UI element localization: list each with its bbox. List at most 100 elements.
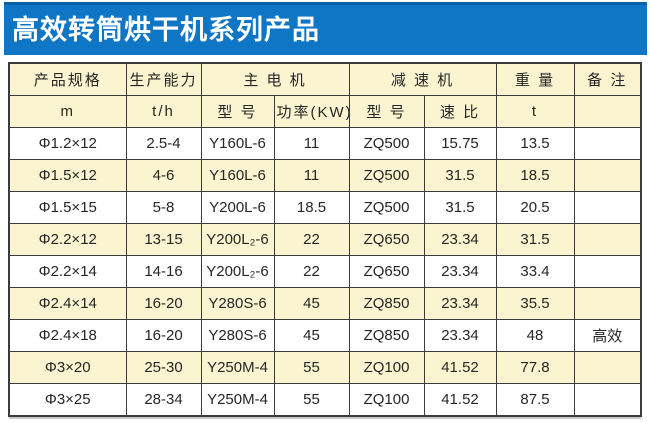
motor-model-cell: Y160L-6 [200,159,275,192]
header-cell: 型 号 [348,95,425,128]
capacity-cell: 25-30 [125,351,202,384]
speed-ratio-cell: 23.34 [423,287,497,320]
spec-cell: Φ2.2×12 [8,223,127,256]
table-row: Φ2.4×14 16-20 Y280S-6 45 ZQ850 23.34 35.5 [8,287,642,320]
motor-model-cell: Y280S-6 [200,319,275,352]
header-cell: 减 速 机 [348,62,497,96]
motor-model-cell: Y200L₂-6 [200,223,275,256]
motor-model-cell: Y200L-6 [200,191,275,224]
weight-cell: 20.5 [495,191,575,224]
reducer-model-cell: ZQ500 [348,127,425,160]
header-row-groups: 产品规格 生产能力主 电 机减 速 机重 量备 注 [8,62,642,96]
weight-cell: 77.8 [495,351,575,384]
header-cell: 重 量 [495,62,575,96]
motor-power-cell: 18.5 [273,191,350,224]
spec-cell: Φ1.5×12 [8,159,127,192]
note-cell [573,287,642,320]
speed-ratio-cell: 31.5 [423,159,497,192]
header-cell: 产品规格 [8,62,127,96]
motor-model-cell: Y280S-6 [200,287,275,320]
table-row: Φ3×20 25-30 Y250M-4 55 ZQ100 41.52 77.8 [8,351,642,384]
spec-cell: Φ1.2×12 [8,127,127,160]
header-cell: m [8,95,127,128]
header-cell: t/h [125,95,202,128]
speed-ratio-cell: 41.52 [423,383,497,417]
header-cell: 备 注 [573,62,642,96]
table-row: Φ2.4×18 16-20 Y280S-6 45 ZQ850 23.34 48 高效 [8,319,642,352]
motor-power-cell: 11 [273,127,350,160]
product-spec-table: 产品规格 生产能力主 电 机减 速 机重 量备 注 m t/h 型 号功率(KW) 型 号… [8,62,642,417]
speed-ratio-cell: 23.34 [423,223,497,256]
table-row: Φ1.5×12 4-6 Y160L-6 11 ZQ500 31.5 18.5 [8,159,642,192]
weight-cell: 31.5 [495,223,575,256]
header-cell: 速 比 [423,95,497,128]
speed-ratio-cell: 31.5 [423,191,497,224]
note-cell [573,127,642,160]
speed-ratio-cell: 23.34 [423,319,497,352]
page-title: 高效转筒烘干机系列产品 [12,14,320,46]
table-body: Φ1.2×12 2.5-4 Y160L-6 11 ZQ500 15.75 13.5 Φ1.5×… [8,127,642,417]
weight-cell: 18.5 [495,159,575,192]
motor-model-cell: Y200L₂-6 [200,255,275,288]
note-cell [573,383,642,417]
reducer-model-cell: ZQ500 [348,159,425,192]
capacity-cell: 13-15 [125,223,202,256]
motor-model-cell: Y250M-4 [200,351,275,384]
motor-power-cell: 55 [273,383,350,417]
capacity-cell: 2.5-4 [125,127,202,160]
reducer-model-cell: ZQ650 [348,255,425,288]
motor-model-cell: Y250M-4 [200,383,275,417]
reducer-model-cell: ZQ650 [348,223,425,256]
motor-power-cell: 45 [273,319,350,352]
spec-cell: Φ2.4×14 [8,287,127,320]
note-cell: 高效 [573,319,642,352]
reducer-model-cell: ZQ100 [348,383,425,417]
weight-cell: 33.4 [495,255,575,288]
motor-power-cell: 22 [273,223,350,256]
header-cell: 功率(KW) [273,95,350,128]
capacity-cell: 16-20 [125,319,202,352]
motor-power-cell: 55 [273,351,350,384]
motor-model-cell: Y160L-6 [200,127,275,160]
note-cell [573,255,642,288]
spec-cell: Φ2.4×18 [8,319,127,352]
speed-ratio-cell: 23.34 [423,255,497,288]
title-banner: 高效转筒烘干机系列产品 [4,2,647,55]
motor-power-cell: 22 [273,255,350,288]
note-cell [573,351,642,384]
reducer-model-cell: ZQ850 [348,287,425,320]
motor-power-cell: 11 [273,159,350,192]
speed-ratio-cell: 41.52 [423,351,497,384]
motor-power-cell: 45 [273,287,350,320]
table-row: Φ2.2×14 14-16 Y200L₂-6 22 ZQ650 23.34 33.4 [8,255,642,288]
capacity-cell: 5-8 [125,191,202,224]
table-head: 产品规格 生产能力主 电 机减 速 机重 量备 注 m t/h 型 号功率(KW) 型 号… [8,62,642,128]
note-cell [573,223,642,256]
note-cell [573,191,642,224]
header-cell: t [495,95,575,128]
table-row: Φ3×25 28-34 Y250M-4 55 ZQ100 41.52 87.5 [8,383,642,417]
header-cell: 生产能力 [125,62,202,96]
weight-cell: 35.5 [495,287,575,320]
header-cell: 主 电 机 [200,62,350,96]
capacity-cell: 14-16 [125,255,202,288]
header-cell [573,95,642,128]
table-row: Φ1.2×12 2.5-4 Y160L-6 11 ZQ500 15.75 13.5 [8,127,642,160]
speed-ratio-cell: 15.75 [423,127,497,160]
note-cell [573,159,642,192]
reducer-model-cell: ZQ100 [348,351,425,384]
capacity-cell: 28-34 [125,383,202,417]
capacity-cell: 16-20 [125,287,202,320]
header-cell: 型 号 [200,95,275,128]
weight-cell: 48 [495,319,575,352]
capacity-cell: 4-6 [125,159,202,192]
weight-cell: 87.5 [495,383,575,417]
weight-cell: 13.5 [495,127,575,160]
table-row: Φ2.2×12 13-15 Y200L₂-6 22 ZQ650 23.34 31.5 [8,223,642,256]
reducer-model-cell: ZQ500 [348,191,425,224]
spec-cell: Φ1.5×15 [8,191,127,224]
spec-cell: Φ3×20 [8,351,127,384]
spec-cell: Φ3×25 [8,383,127,417]
